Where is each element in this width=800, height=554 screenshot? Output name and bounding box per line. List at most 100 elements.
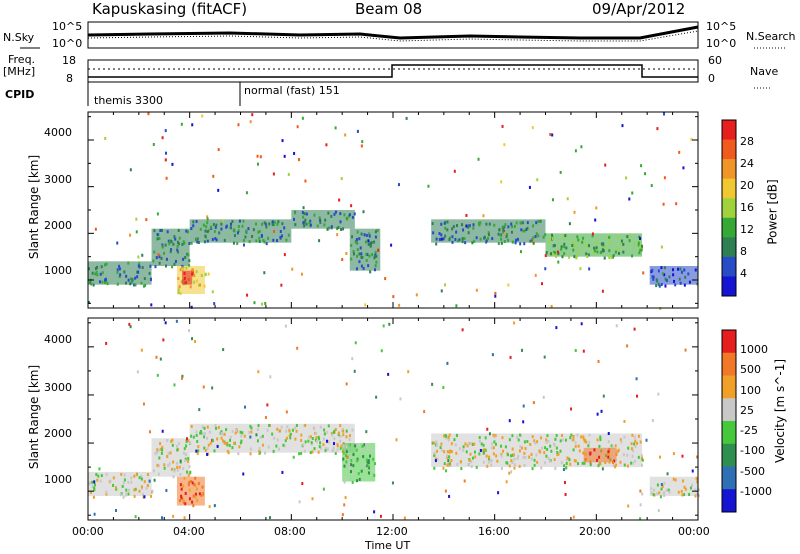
velocity-cell: [194, 476, 197, 480]
power-colorbar-swatch: [722, 139, 736, 160]
power-noise-cell: [116, 241, 119, 245]
power-cell: [366, 253, 369, 257]
velocity-noise-cell: [574, 348, 577, 352]
power-cell: [92, 283, 95, 287]
power-region-8: [545, 233, 643, 257]
velocity-cell: [120, 472, 123, 476]
power-cell: [523, 229, 526, 233]
velocity-cell: [122, 495, 125, 499]
power-cell: [432, 231, 435, 235]
velocity-cell: [105, 490, 108, 494]
velocity-noise-cell: [488, 432, 491, 436]
power-cell: [165, 264, 168, 268]
velocity-cell: [682, 479, 685, 483]
power-cell: [187, 230, 190, 234]
velocity-cell: [318, 445, 321, 449]
power-cell: [155, 256, 158, 260]
velocity-noise-cell: [623, 419, 626, 423]
velocity-cell: [534, 441, 537, 445]
power-cell: [467, 225, 470, 229]
velocity-noise-cell: [134, 515, 137, 519]
velocity-cell: [536, 460, 539, 464]
power-cell: [233, 234, 236, 238]
velocity-cell: [259, 435, 262, 439]
beam-title: Beam 08: [355, 0, 423, 18]
velocity-noise-cell: [444, 489, 447, 493]
power-cell: [368, 254, 371, 258]
power-noise-cell: [531, 126, 534, 130]
power-cell: [313, 213, 316, 217]
power-noise-cell: [551, 198, 554, 202]
power-noise-cell: [191, 123, 194, 127]
power-cell: [471, 241, 474, 245]
power-noise-cell: [566, 197, 569, 201]
velocity-cell: [223, 441, 226, 445]
velocity-colorbar-frame: [721, 329, 737, 513]
velocity-noise-cell: [582, 349, 585, 353]
power-noise-cell: [283, 154, 286, 158]
power-cell: [195, 279, 198, 283]
power-cell: [248, 240, 251, 244]
power-cell: [177, 250, 180, 254]
velocity-noise-cell: [636, 394, 639, 398]
power-cell: [251, 234, 254, 238]
velocity-cell: [93, 483, 96, 487]
power-cell: [327, 211, 330, 215]
velocity-cell: [623, 435, 626, 439]
velocity-noise-cell: [179, 459, 182, 463]
velocity-noise-cell: [149, 430, 152, 434]
velocity-cell: [196, 487, 199, 491]
velocity-cell: [203, 426, 206, 430]
power-cell: [581, 240, 584, 244]
power-noise-cell: [455, 304, 458, 308]
velocity-noise-cell: [345, 382, 348, 386]
velocity-cell: [272, 449, 275, 453]
velocity-cell: [333, 429, 336, 433]
velocity-cell: [312, 426, 315, 430]
velocity-noise-cell: [269, 375, 272, 379]
power-noise-cell: [164, 129, 167, 133]
power-cell: [177, 291, 180, 295]
power-cell: [283, 226, 286, 230]
velocity-cell: [182, 467, 185, 471]
power-cell: [478, 223, 481, 227]
power-cell: [96, 265, 99, 269]
power-cell: [285, 238, 288, 242]
power-cell: [526, 226, 529, 230]
power-cell: [180, 280, 183, 284]
velocity-cell: [450, 450, 453, 454]
velocity-noise-cell: [142, 402, 145, 406]
velocity-cell: [583, 439, 586, 443]
power-cell: [626, 235, 629, 239]
power-cell: [218, 231, 221, 235]
velocity-cell: [555, 446, 558, 450]
power-cell: [618, 251, 621, 255]
velocity-cell: [585, 440, 588, 444]
power-cell: [303, 224, 306, 228]
power-noise-cell: [256, 154, 259, 158]
power-noise-cell: [488, 222, 491, 226]
xtick-0: 00:00: [72, 525, 104, 538]
power-cell: [586, 254, 589, 258]
power-cell: [304, 218, 307, 222]
velocity-cell: [620, 440, 623, 444]
velocity-cell: [453, 438, 456, 442]
velocity-cell: [358, 477, 361, 481]
velocity-cell: [304, 440, 307, 444]
velocity-cell: [184, 502, 187, 506]
power-cell: [473, 239, 476, 243]
velocity-cell: [630, 461, 633, 465]
power-cell: [190, 227, 193, 231]
power-cell: [585, 252, 588, 256]
power-cell: [485, 222, 488, 226]
velocity-cell: [197, 449, 200, 453]
power-noise-cell: [601, 289, 604, 293]
velocity-cell: [309, 435, 312, 439]
power-cell: [373, 240, 376, 244]
power-cell: [177, 228, 180, 232]
power-cell: [255, 239, 258, 243]
velocity-noise-cell: [696, 455, 699, 459]
power-noise-cell: [662, 202, 665, 206]
velocity-cell: [695, 476, 698, 480]
power-cell: [134, 283, 137, 287]
